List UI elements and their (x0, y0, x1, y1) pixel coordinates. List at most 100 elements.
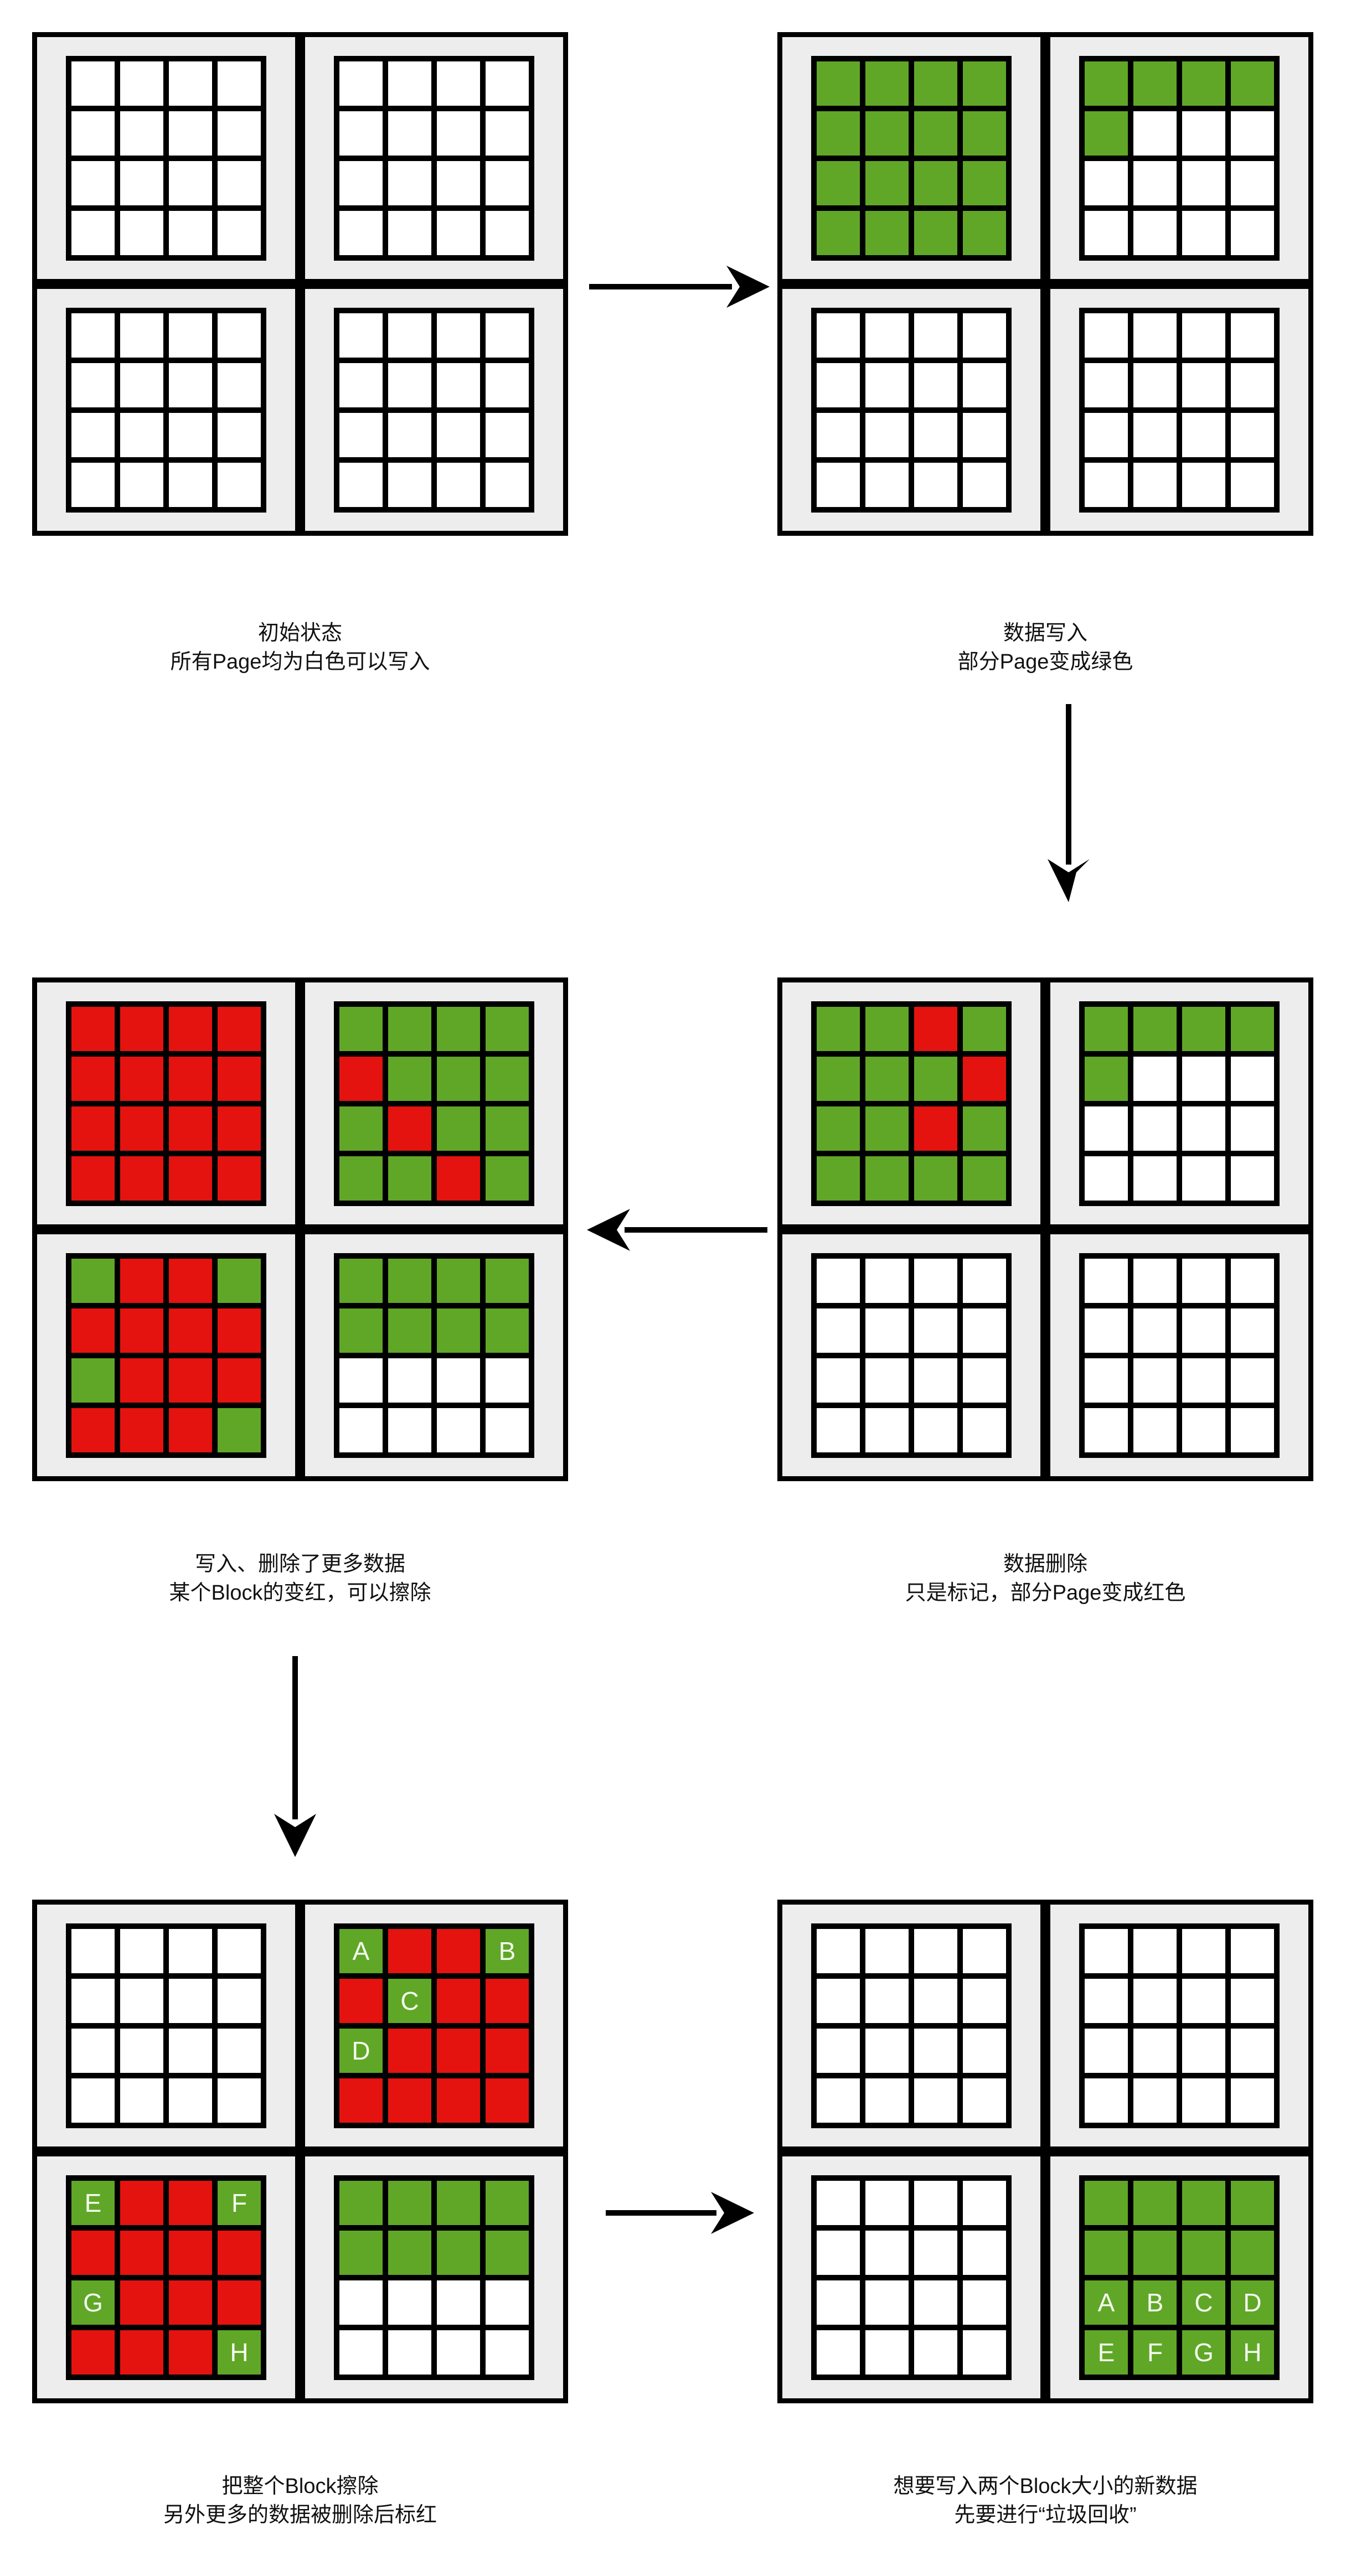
page-cell (169, 412, 212, 457)
page-cell (339, 210, 383, 255)
page-cell-label-b: B (486, 1928, 529, 1973)
flash-block (777, 2151, 1045, 2403)
page-cell (169, 2180, 212, 2225)
page-cell (339, 2230, 383, 2275)
page-cell (486, 462, 529, 507)
page-cell (437, 412, 480, 457)
page-cell (218, 1308, 261, 1353)
page-grid (66, 307, 266, 513)
page-cell (388, 2028, 431, 2073)
panel-more-writes-and-deletes (32, 977, 568, 1481)
page-cell (486, 412, 529, 457)
page-cell (437, 2028, 480, 2073)
page-cell (1182, 363, 1225, 407)
page-cell (1085, 1156, 1128, 1201)
page-cell-label-d: D (1231, 2280, 1274, 2325)
page-cell (817, 210, 860, 255)
page-cell (120, 1358, 163, 1403)
page-cell (1231, 412, 1274, 457)
page-cell (486, 1978, 529, 2023)
page-cell (120, 2280, 163, 2325)
page-cell (71, 1106, 115, 1151)
page-cell (339, 2280, 383, 2325)
page-cell (339, 1258, 383, 1303)
page-cell (1133, 1928, 1177, 1973)
page-grid (66, 1923, 266, 2128)
page-cell (71, 2230, 115, 2275)
arrow-right-icon (589, 266, 770, 308)
flash-block (777, 32, 1045, 284)
caption-line: 初始状态 (257, 622, 342, 645)
page-cell (1133, 2180, 1177, 2225)
page-cell (120, 1156, 163, 1201)
page-cell-label-h: H (218, 2330, 261, 2375)
page-cell (120, 313, 163, 358)
flash-block (1045, 1900, 1313, 2151)
page-cell (169, 2280, 212, 2325)
page-grid (334, 2175, 534, 2380)
page-cell (914, 1408, 957, 1452)
page-cell (169, 462, 212, 507)
page-cell (71, 1308, 115, 1353)
page-cell (1182, 161, 1225, 205)
page-cell (963, 210, 1006, 255)
page-cell (865, 2280, 909, 2325)
page-cell (388, 1056, 431, 1101)
caption-line: 部分Page变成绿色 (957, 650, 1133, 674)
page-cell (817, 1006, 860, 1051)
page-cell (1085, 2230, 1128, 2275)
page-cell (120, 1928, 163, 1973)
page-cell (914, 1258, 957, 1303)
page-cell (817, 1258, 860, 1303)
page-cell (71, 161, 115, 205)
page-grid (1079, 1923, 1280, 2128)
caption-more-writes-and-deletes: 写入、删除了更多数据 某个Block的变红，可以擦除 (32, 1550, 568, 1607)
page-cell (437, 2230, 480, 2275)
page-cell (1231, 2078, 1274, 2123)
page-cell (1182, 2028, 1225, 2073)
page-cell (1085, 2180, 1128, 2225)
page-cell (339, 1156, 383, 1201)
page-cell (963, 2230, 1006, 2275)
page-cell-label-f: F (1133, 2330, 1177, 2375)
page-cell (914, 1006, 957, 1051)
page-cell (388, 1358, 431, 1403)
arrow-down-icon (1048, 704, 1090, 902)
page-cell-label-e: E (1085, 2330, 1128, 2375)
arrow-down-icon (274, 1656, 316, 1857)
page-cell (1231, 1308, 1274, 1353)
page-cell (120, 210, 163, 255)
page-cell (169, 313, 212, 358)
page-cell (169, 1056, 212, 1101)
page-grid (334, 1001, 534, 1206)
page-cell (218, 210, 261, 255)
page-cell (865, 2330, 909, 2375)
flash-block (1045, 1229, 1313, 1481)
page-cell (437, 2280, 480, 2325)
page-cell (437, 2180, 480, 2225)
page-cell (486, 1358, 529, 1403)
page-cell (865, 1056, 909, 1101)
page-cell (1231, 1156, 1274, 1201)
page-cell (486, 2330, 529, 2375)
page-cell (817, 161, 860, 205)
page-cell (914, 2280, 957, 2325)
page-cell (1133, 2078, 1177, 2123)
page-cell (339, 2078, 383, 2123)
page-cell (120, 2230, 163, 2275)
page-cell (486, 2078, 529, 2123)
page-cell (914, 2028, 957, 2073)
page-cell (914, 462, 957, 507)
page-cell (914, 1358, 957, 1403)
caption-after-garbage-collection: 想要写入两个Block大小的新数据 先要进行“垃圾回收” (777, 2472, 1313, 2530)
flash-block (1045, 284, 1313, 536)
page-cell (865, 1308, 909, 1353)
page-cell (963, 1358, 1006, 1403)
page-cell (71, 1156, 115, 1201)
page-cell (1182, 412, 1225, 457)
page-cell (963, 363, 1006, 407)
page-cell (437, 1408, 480, 1452)
page-cell (71, 313, 115, 358)
page-cell (437, 313, 480, 358)
